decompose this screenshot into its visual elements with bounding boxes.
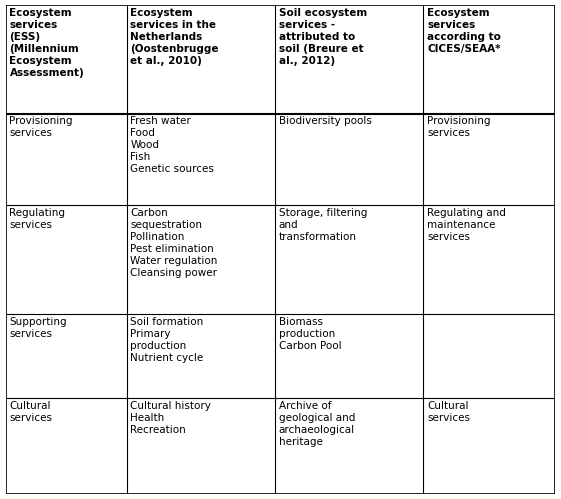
Text: Cultural
services: Cultural services: [427, 401, 470, 423]
Bar: [275, 398, 424, 494]
Text: Regulating and
maintenance
services: Regulating and maintenance services: [427, 209, 506, 243]
Text: Soil ecosystem
services -
attributed to
soil (Breure et
al., 2012): Soil ecosystem services - attributed to …: [279, 8, 367, 66]
Text: Ecosystem
services
according to
CICES/SEAA*: Ecosystem services according to CICES/SE…: [427, 8, 501, 54]
Bar: [275, 114, 424, 206]
Bar: [424, 398, 555, 494]
Bar: [6, 206, 127, 314]
Text: Supporting
services: Supporting services: [10, 317, 67, 339]
Text: Ecosystem
services in the
Netherlands
(Oostenbrugge
et al., 2010): Ecosystem services in the Netherlands (O…: [130, 8, 219, 66]
Bar: [6, 5, 127, 114]
Bar: [424, 114, 555, 206]
Bar: [275, 5, 424, 114]
Text: Ecosystem
services
(ESS)
(Millennium
Ecosystem
Assessment): Ecosystem services (ESS) (Millennium Eco…: [10, 8, 84, 78]
Bar: [6, 114, 127, 206]
Bar: [127, 314, 275, 398]
Bar: [127, 5, 275, 114]
Text: Cultural history
Health
Recreation: Cultural history Health Recreation: [130, 401, 211, 435]
Bar: [6, 314, 127, 398]
Text: Archive of
geological and
archaeological
heritage: Archive of geological and archaeological…: [279, 401, 355, 447]
Bar: [424, 5, 555, 114]
Text: Soil formation
Primary
production
Nutrient cycle: Soil formation Primary production Nutrie…: [130, 317, 204, 363]
Text: Biomass
production
Carbon Pool: Biomass production Carbon Pool: [279, 317, 342, 351]
Text: Provisioning
services: Provisioning services: [427, 116, 491, 139]
Text: Storage, filtering
and
transformation: Storage, filtering and transformation: [279, 209, 367, 243]
Bar: [127, 206, 275, 314]
Text: Provisioning
services: Provisioning services: [10, 116, 73, 139]
Text: Cultural
services: Cultural services: [10, 401, 53, 423]
Bar: [127, 114, 275, 206]
Bar: [275, 314, 424, 398]
Text: Biodiversity pools: Biodiversity pools: [279, 116, 372, 126]
Text: Carbon
sequestration
Pollination
Pest elimination
Water regulation
Cleansing pow: Carbon sequestration Pollination Pest el…: [130, 209, 218, 278]
Bar: [424, 314, 555, 398]
Text: Fresh water
Food
Wood
Fish
Genetic sources: Fresh water Food Wood Fish Genetic sourc…: [130, 116, 214, 175]
Bar: [275, 206, 424, 314]
Bar: [424, 206, 555, 314]
Bar: [6, 398, 127, 494]
Bar: [127, 398, 275, 494]
Text: Regulating
services: Regulating services: [10, 209, 66, 231]
